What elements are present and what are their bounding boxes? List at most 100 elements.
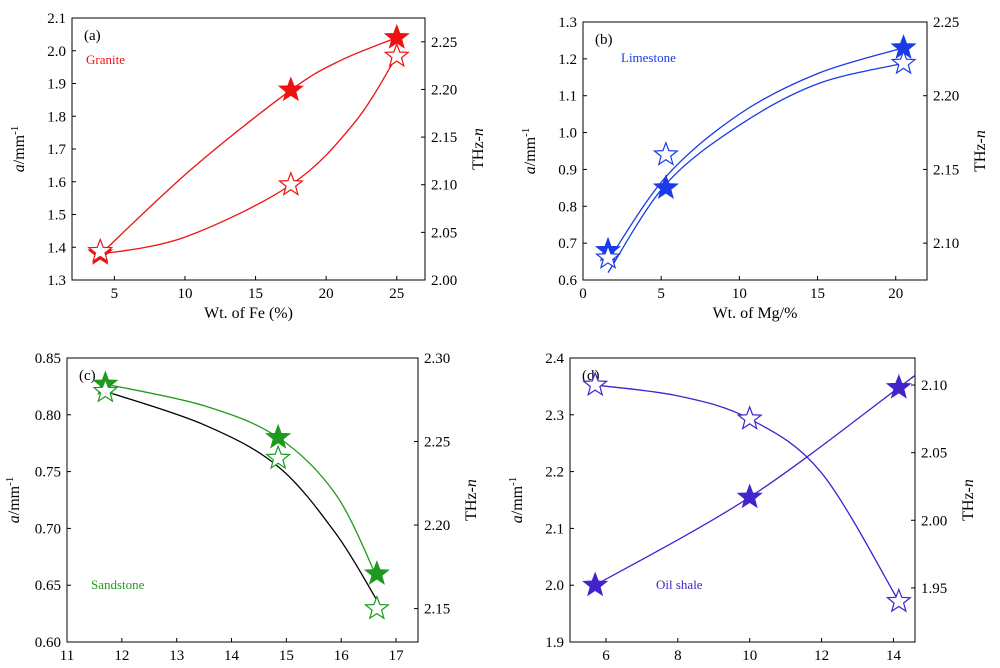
y-left-tick-label: 2.2 xyxy=(545,465,564,481)
filled-star-point xyxy=(277,76,304,102)
y-left-tick-label: 0.7 xyxy=(558,236,577,252)
x-tick-label: 15 xyxy=(810,286,825,302)
plot-frame xyxy=(569,357,916,643)
x-tick-label: 15 xyxy=(279,648,294,664)
x-tick-label: 16 xyxy=(334,648,350,664)
x-tick-label: 13 xyxy=(169,648,184,664)
x-tick-label: 10 xyxy=(732,286,747,302)
y-left-tick-label: 0.6 xyxy=(558,273,577,289)
y-right-tick-label: 2.20 xyxy=(933,89,959,105)
open-star-point xyxy=(92,377,119,403)
y-left-tick-label: 0.8 xyxy=(558,199,577,215)
y-left-tick-label: 2.4 xyxy=(545,351,564,367)
x-tick-label: 12 xyxy=(114,648,129,664)
y-left-tick-label: 0.60 xyxy=(35,635,61,651)
x-tick-label: 5 xyxy=(111,286,119,302)
y-right-tick-label: 2.25 xyxy=(424,435,450,451)
x-tick-label: 0 xyxy=(579,286,587,302)
open-star-point xyxy=(736,405,763,430)
x-tick-label: 14 xyxy=(886,648,902,664)
y-left-tick-label: 1.8 xyxy=(47,109,66,125)
y-left-axis-title: a/mm-1 xyxy=(4,477,23,524)
y-right-tick-label: 2.15 xyxy=(424,602,450,618)
y-left-tick-label: 0.75 xyxy=(35,465,61,481)
panel-d: 6 8 10 12 14 1.9 2.0 2.1 2.2 2.3 2.4 1.95 2.00 2.05 2.… xyxy=(507,351,977,668)
y-left-tick-label: 2.1 xyxy=(47,11,66,27)
y-left-axis-title: a/mm-1 xyxy=(507,477,526,524)
panel-label: (c) xyxy=(79,368,96,384)
open-star-point xyxy=(890,49,917,75)
y-right-tick-label: 2.30 xyxy=(424,351,450,367)
x-axis-title: Wt. of Fe (%) xyxy=(204,305,293,322)
x-tick-label: 15 xyxy=(248,286,263,302)
open-star-point xyxy=(582,371,609,397)
y-right-tick-label: 1.95 xyxy=(921,581,947,597)
x-tick-label: 20 xyxy=(319,286,334,302)
panel-label: (b) xyxy=(595,32,613,48)
sample-annotation: Oil shale xyxy=(656,577,703,592)
y-left-tick-label: 1.5 xyxy=(47,208,66,224)
y-left-tick-label: 1.4 xyxy=(47,240,66,256)
y-left-tick-label: 2.1 xyxy=(545,521,564,537)
y-right-tick-label: 2.15 xyxy=(933,162,959,178)
plot-frame xyxy=(582,21,928,281)
y-right-tick-label: 2.10 xyxy=(431,178,457,194)
y-left-tick-label: 2.3 xyxy=(545,408,564,424)
x-tick-label: 10 xyxy=(177,286,192,302)
y-left-tick-label: 1.1 xyxy=(558,89,577,105)
filled-star-point xyxy=(736,483,763,509)
filled-star-point xyxy=(885,373,912,399)
y-left-tick-label: 1.7 xyxy=(47,142,66,158)
sample-annotation: Sandstone xyxy=(91,577,145,592)
y-left-tick-label: 2.0 xyxy=(47,44,66,60)
x-tick-label: 11 xyxy=(60,648,74,664)
fit-curve-right-axis xyxy=(595,384,900,602)
y-right-tick-label: 2.00 xyxy=(431,273,457,289)
x-tick-label: 10 xyxy=(742,648,757,664)
x-tick-label: 20 xyxy=(888,286,903,302)
y-right-tick-label: 2.05 xyxy=(921,446,947,462)
y-right-tick-label: 2.25 xyxy=(933,15,959,31)
y-right-tick-label: 2.20 xyxy=(431,82,457,98)
open-star-point xyxy=(87,237,114,263)
y-right-axis-title: THz-n xyxy=(960,479,977,521)
fit-curve-left-axis xyxy=(594,375,916,586)
plot-frame xyxy=(66,357,419,643)
x-tick-label: 8 xyxy=(674,648,682,664)
y-right-axis-title: THz-n xyxy=(463,479,480,521)
y-left-tick-label: 0.85 xyxy=(35,351,61,367)
sample-annotation: Granite xyxy=(86,52,125,67)
fit-curve-left-axis xyxy=(605,47,904,264)
y-right-axis-title: THz-n xyxy=(470,128,487,170)
y-left-axis-title: a/mm-1 xyxy=(9,126,28,173)
filled-star-point xyxy=(652,174,679,199)
y-left-tick-label: 0.80 xyxy=(35,408,61,424)
y-left-tick-label: 0.9 xyxy=(558,162,577,178)
x-tick-label: 5 xyxy=(657,286,665,302)
filled-star-point xyxy=(363,560,390,585)
y-right-tick-label: 2.10 xyxy=(933,236,959,252)
y-left-tick-label: 1.6 xyxy=(47,175,66,191)
y-left-tick-label: 1.9 xyxy=(545,635,564,651)
y-left-tick-label: 1.2 xyxy=(558,52,577,68)
fit-curve-right-axis xyxy=(105,390,378,601)
x-tick-label: 14 xyxy=(224,648,240,664)
sample-annotation: Limestone xyxy=(621,50,676,65)
fit-curve-left-axis xyxy=(99,37,398,255)
y-left-tick-label: 2.0 xyxy=(545,578,564,594)
panel-a: 5 10 15 20 25 1.3 1.4 1.5 1.6 1.7 1.8 1.9 2.0 2.1 2.00… xyxy=(9,11,487,322)
open-star-point xyxy=(265,444,292,470)
open-star-point xyxy=(383,42,410,68)
y-right-tick-label: 2.15 xyxy=(431,130,457,146)
y-right-axis-title: THz-n xyxy=(972,130,989,172)
y-left-tick-label: 0.70 xyxy=(35,521,61,537)
x-tick-label: 6 xyxy=(602,648,610,664)
fit-curve-left-axis xyxy=(105,383,378,578)
panel-c: 11 12 13 14 15 16 17 0.60 0.65 0.70 0.75 0.80 0.85 2.… xyxy=(4,351,480,668)
open-star-point xyxy=(652,140,679,166)
y-left-tick-label: 1.9 xyxy=(47,77,66,93)
y-left-axis-title: a/mm-1 xyxy=(520,128,539,175)
x-tick-label: 17 xyxy=(389,648,405,664)
x-tick-label: 12 xyxy=(814,648,829,664)
